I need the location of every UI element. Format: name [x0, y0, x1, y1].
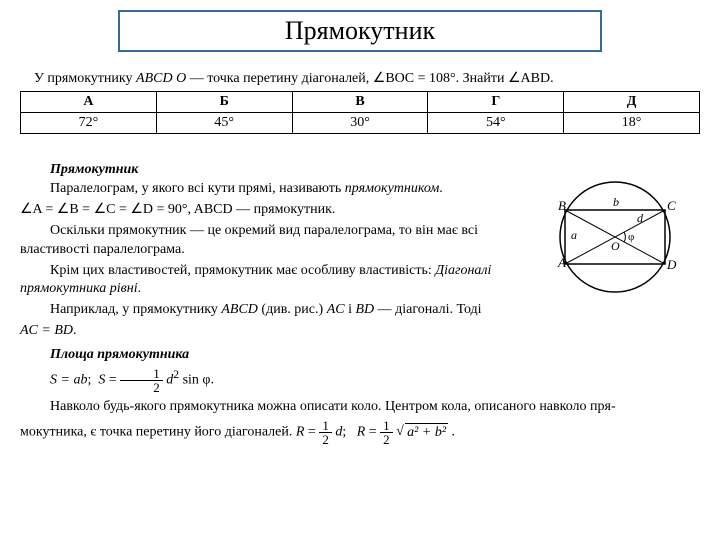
definition-section: Прямокутник Паралелограм, у якого всі ку… — [20, 162, 700, 341]
col-header: А — [21, 92, 157, 113]
var: AC — [327, 302, 345, 317]
var: AC = BD — [20, 323, 73, 338]
fraction: 12 — [120, 367, 163, 394]
section-heading: Площа прямокутника — [20, 347, 700, 363]
angle-arc — [624, 232, 625, 242]
paragraph: Навколо будь-якого прямокутника можна оп… — [20, 398, 700, 417]
answers-table: А Б В Г Д 72° 45° 30° 54° 18° — [20, 91, 700, 134]
text: У прямокутнику — [34, 71, 136, 86]
text: . — [73, 323, 77, 338]
label-a: A — [557, 255, 566, 270]
label-side-a: a — [571, 228, 577, 242]
var: BD — [355, 302, 374, 317]
col-header: В — [292, 92, 428, 113]
var: R — [296, 425, 305, 440]
term: прямокутником — [345, 181, 440, 196]
label-phi: φ — [628, 231, 634, 243]
text: (див. рис.) — [258, 302, 327, 317]
paragraph: ∠A = ∠B = ∠C = ∠D = 90°, ABCD — прямокут… — [20, 201, 498, 220]
answer-cell: 54° — [428, 113, 564, 134]
col-header: Д — [564, 92, 700, 113]
angle: ∠BOC — [373, 71, 414, 86]
problem-statement: У прямокутнику ABCD O — точка перетину д… — [20, 70, 700, 87]
paragraph: Крім цих властивостей, прямокутник має о… — [20, 262, 498, 300]
text: Наприклад, у прямокутнику — [50, 302, 221, 317]
angle: ∠ABD — [508, 71, 550, 86]
label-d: D — [666, 257, 677, 272]
text: Крім цих властивостей, прямокутник має о… — [50, 263, 435, 278]
var: R — [357, 425, 366, 440]
rectangle-diagram: A B C D O a b d φ — [540, 172, 690, 302]
label-side-b: b — [613, 195, 619, 209]
var: a² + b² — [407, 425, 446, 440]
fraction: 12 — [319, 419, 332, 446]
var: ABCD O — [136, 71, 186, 86]
paragraph: Наприклад, у прямокутнику ABCD (див. рис… — [20, 301, 700, 320]
label-diag-d: d — [637, 211, 644, 225]
answer-cell: 72° — [21, 113, 157, 134]
answer-cell: 45° — [156, 113, 292, 134]
table-row: А Б В Г Д — [21, 92, 700, 113]
label-b: B — [558, 198, 566, 213]
area-formula: S = ab; S = 12 d2 sin φ. — [20, 367, 700, 394]
table-row: 72° 45° 30° 54° 18° — [21, 113, 700, 134]
label-o: O — [611, 239, 620, 253]
col-header: Б — [156, 92, 292, 113]
fraction: 12 — [380, 419, 393, 446]
text: — точка перетину діагоналей, — [186, 71, 373, 86]
text: = 108°. Знайти — [414, 71, 508, 86]
text: мокутника, є точка перетину його діагона… — [20, 425, 296, 440]
var: ABCD — [221, 302, 258, 317]
text: . — [138, 281, 142, 296]
paragraph: мокутника, є точка перетину його діагона… — [20, 419, 700, 446]
text: і — [345, 302, 356, 317]
answer-cell: 30° — [292, 113, 428, 134]
paragraph: AC = BD. — [20, 322, 700, 341]
text: — діагоналі. Тоді — [374, 302, 481, 317]
text: . — [550, 71, 554, 86]
text: sin φ. — [183, 373, 214, 388]
formula-part: S = ab — [50, 373, 87, 388]
var: S — [98, 373, 105, 388]
paragraph: Паралелограм, у якого всі кути прямі, на… — [20, 180, 498, 199]
col-header: Г — [428, 92, 564, 113]
var: d — [335, 425, 342, 440]
text: . — [439, 181, 443, 196]
text: Паралелограм, у якого всі кути прямі, на… — [50, 181, 345, 196]
paragraph: Оскільки прямокутник — це окремий вид па… — [20, 222, 498, 260]
label-c: C — [667, 198, 676, 213]
answer-cell: 18° — [564, 113, 700, 134]
sqrt: a² + b² — [405, 423, 448, 443]
page-title: Прямокутник — [118, 10, 602, 52]
